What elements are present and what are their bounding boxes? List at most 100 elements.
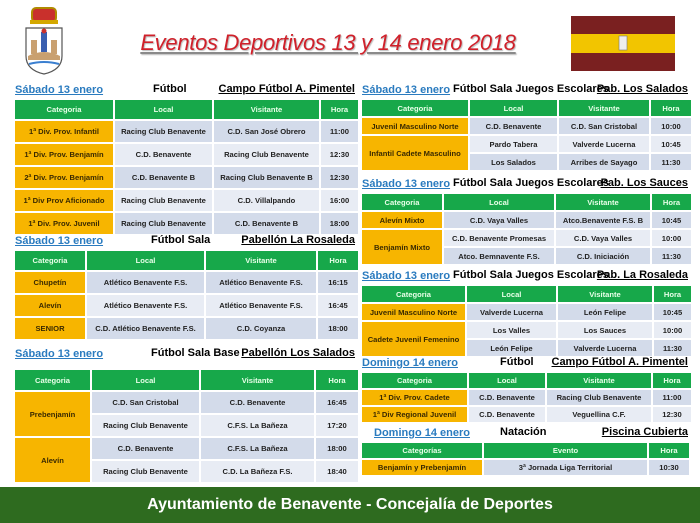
table-row: 1ª Div. Prov. Benjamín C.D. Benavente Raci…	[15, 144, 358, 165]
visiting-team-cell: C.D. San José Obrero	[214, 121, 319, 142]
time-cell: 18:00	[316, 438, 358, 459]
local-team-cell: León Felipe	[467, 340, 556, 356]
time-cell: 10:45	[654, 304, 691, 320]
sport-name: Fútbol Sala Base	[151, 347, 240, 359]
section-header: Sábado 13 enero Fútbol Campo Fútbol A. Pim…	[13, 82, 355, 98]
schedule-table: Categoria Local Visitante Hora Juvenil Mascu…	[360, 284, 693, 358]
time-cell: 10:00	[652, 230, 691, 246]
venue-name: Pab. Los Salados	[596, 83, 688, 95]
visiting-team-cell: Atlético Benavente F.S.	[206, 295, 316, 316]
column-header: Visitante	[559, 100, 649, 116]
category-cell: Juvenil Masculino Norte	[362, 118, 468, 134]
time-cell: 11:30	[654, 340, 691, 356]
column-header: Hora	[318, 251, 358, 270]
table-row: Benjamín y Prebenjamín 3ª Jornada Liga Te…	[362, 460, 689, 475]
category-cell: Juvenil Masculino Norte	[362, 304, 465, 320]
local-team-cell: C.D. Benavente Promesas	[444, 230, 554, 246]
time-cell: 18:40	[316, 461, 358, 482]
venue-name: Pab. La Rosaleda	[596, 269, 688, 281]
event-section: Sábado 13 enero Fútbol Sala Pabellón La Ro…	[13, 233, 358, 341]
town-crest-icon	[25, 7, 63, 75]
local-team-cell: Racing Club Benavente	[115, 213, 212, 234]
column-header: Local	[469, 373, 545, 388]
table-header-row: Categoria Local Visitante Hora	[15, 251, 358, 270]
visiting-team-cell: C.D. Iniciación	[556, 248, 650, 264]
visiting-team-cell: Arribes de Sayago	[559, 154, 649, 170]
category-cell: Cadete Juvenil Femenino	[362, 322, 465, 356]
column-header: Visitante	[214, 100, 319, 119]
event-date: Sábado 13 enero	[362, 178, 451, 190]
event-date: Sábado 13 enero	[15, 84, 104, 96]
event-date: Sábado 13 enero	[362, 84, 451, 96]
visiting-team-cell: Valverde Lucerna	[559, 136, 649, 152]
column-header: Categoria	[362, 373, 467, 388]
event-date: Domingo 14 enero	[374, 427, 470, 439]
local-team-cell: Atlético Benavente F.S.	[87, 272, 204, 293]
time-cell: 11:00	[321, 121, 358, 142]
section-header: Sábado 13 enero Fútbol Sala Juegos Escola…	[360, 82, 688, 98]
sport-name: Fútbol Sala Juegos Escolares	[453, 83, 609, 95]
column-header: Hora	[316, 370, 358, 390]
section-header: Sábado 13 enero Fútbol Sala Pabellón La Ro…	[13, 233, 355, 249]
local-team-cell: Atlético Benavente F.S.	[87, 295, 204, 316]
visiting-team-cell: C.D. La Bañeza F.S.	[201, 461, 314, 482]
visiting-team-cell: Atlético Benavente F.S.	[206, 272, 316, 293]
category-cell: 1ª Div Prov Aficionado	[15, 190, 113, 211]
page-title: Eventos Deportivos 13 y 14 enero 2018	[140, 30, 516, 55]
sport-name: Natación	[500, 426, 547, 438]
category-cell: 2ª Div. Prov. Benjamín	[15, 167, 113, 188]
local-team-cell: C.D. Vaya Valles	[444, 212, 554, 228]
local-team-cell: Atco. Bemnavente F.S.	[444, 248, 554, 264]
table-row: 1ª Div Regional Juvenil C.D. Benavente Veg…	[362, 407, 691, 422]
event-section: Sábado 13 enero Fútbol Sala Juegos Escola…	[360, 82, 691, 172]
local-team-cell: C.D. Benavente B	[115, 167, 212, 188]
table-row: 1ª Div. Prov. Cadete C.D. Benavente Racing…	[362, 390, 691, 405]
table-row: SENIOR C.D. Atlético Benavente F.S. C.D. C…	[15, 318, 358, 339]
time-cell: 10:45	[652, 212, 691, 228]
section-header: Domingo 14 enero Natación Piscina Cubierta	[360, 425, 688, 441]
local-team-cell: C.D. Benavente	[115, 144, 212, 165]
footer-banner: Ayuntamiento de Benavente - Concejalía d…	[0, 487, 700, 523]
event-date: Sábado 13 enero	[15, 235, 104, 247]
table-header-row: Categoria Local Visitante Hora	[362, 286, 691, 302]
time-cell: 11:00	[653, 390, 691, 405]
local-team-cell: Racing Club Benavente	[115, 121, 212, 142]
event-section: Sábado 13 enero Fútbol Sala Juegos Escola…	[360, 176, 691, 266]
time-cell: 12:30	[321, 144, 358, 165]
column-header: Local	[470, 100, 557, 116]
local-team-cell: Racing Club Benavente	[92, 461, 199, 482]
column-header: Local	[115, 100, 212, 119]
table-row: Cadete Juvenil Femenino Los Valles Los Sau…	[362, 322, 691, 356]
venue-name: Campo Fútbol A. Pimentel	[218, 83, 356, 95]
column-header: Local	[467, 286, 556, 302]
visiting-team-cell: León Felipe	[558, 304, 652, 320]
time-cell: 10:30	[649, 460, 689, 475]
visiting-team-cell: C.D. Coyanza	[206, 318, 316, 339]
table-row: León Felipe Valverde Lucerna 11:30	[362, 340, 691, 356]
column-header: Hora	[654, 286, 691, 302]
category-cell: SENIOR	[15, 318, 85, 339]
time-cell: 16:45	[318, 295, 358, 316]
time-cell: 12:30	[653, 407, 691, 422]
visiting-team-cell: C.D. Benavente B	[214, 213, 319, 234]
schedule-table: Categoria Local Visitante Hora 1ª Div. Prov.…	[360, 371, 693, 424]
column-header: Visitante	[547, 373, 651, 388]
table-row: Los Salados Arribes de Sayago 11:30	[362, 154, 691, 170]
column-header: Local	[87, 251, 204, 270]
local-team-cell: Los Valles	[467, 322, 556, 338]
visiting-team-cell: Valverde Lucerna	[558, 340, 652, 356]
table-row: Racing Club Benavente C.F.S. La Bañeza 17:…	[15, 415, 358, 436]
visiting-team-cell: Veguellina C.F.	[547, 407, 651, 422]
category-cell: Infantil Cadete Masculino	[362, 136, 468, 170]
event-section: Domingo 14 enero Natación Piscina Cubierta…	[360, 425, 689, 477]
event-section: Sábado 13 enero Fútbol Sala Base Pabellón …	[13, 346, 358, 484]
visiting-team-cell: Los Sauces	[558, 322, 652, 338]
visiting-team-cell: C.D. Benavente	[201, 392, 314, 413]
local-team-cell: C.D. Benavente	[469, 390, 545, 405]
time-cell: 18:00	[318, 318, 358, 339]
schedule-table: Categoria Local Visitante Hora Prebenjamín C.…	[13, 368, 360, 484]
table-row: Prebenjamín C.D. San Cristobal C.D. Benave…	[15, 392, 358, 436]
table-row: 2ª Div. Prov. Benjamín C.D. Benavente B Ra…	[15, 167, 358, 188]
table-header-row: Categoria Local Visitante Hora	[15, 370, 358, 390]
section-header: Sábado 13 enero Fútbol Sala Base Pabellón …	[13, 346, 355, 362]
